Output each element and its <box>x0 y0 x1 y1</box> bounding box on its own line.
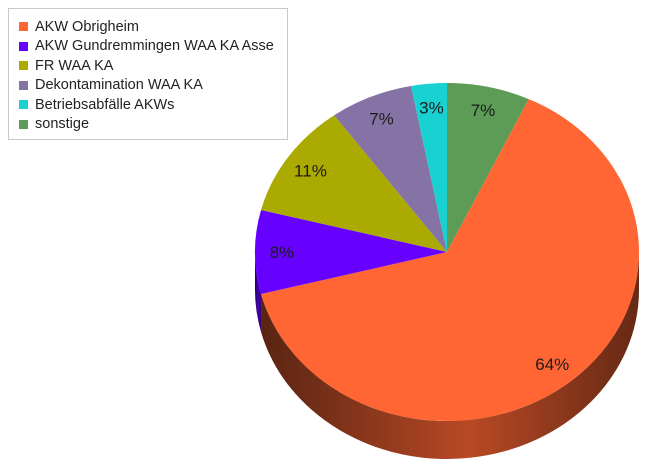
pie-label-layer: 7% 64% 8% 11% 7% 3% <box>270 98 570 374</box>
legend-item: sonstige <box>19 115 287 135</box>
pie-data-label: 64% <box>535 355 569 374</box>
legend-swatch <box>19 61 28 71</box>
pie-slice <box>261 115 447 253</box>
legend-label: Betriebsabfälle AKWs <box>35 96 175 113</box>
pie-slice-side <box>255 252 262 333</box>
legend-swatch <box>19 80 28 90</box>
legend-label: sonstige <box>35 116 90 133</box>
legend-swatch <box>19 119 28 129</box>
pie-top-layer <box>255 83 639 421</box>
pie-slice-side <box>261 252 639 459</box>
legend-item: AKW Obrigheim <box>19 17 287 37</box>
pie-data-label: 7% <box>471 101 496 120</box>
pie-data-label: 11% <box>294 161 327 180</box>
pie-slice <box>261 99 639 421</box>
legend-label: AKW Gundremmingen WAA KA Asse <box>35 38 274 55</box>
pie-data-label: 8% <box>270 243 295 262</box>
legend-swatch <box>19 100 28 110</box>
legend-label: FR WAA KA <box>35 57 114 74</box>
legend-label: AKW Obrigheim <box>35 18 139 35</box>
legend-item: AKW Gundremmingen WAA KA Asse <box>19 37 287 57</box>
pie-slice <box>411 83 447 252</box>
legend-item: Dekontamination WAA KA <box>19 76 287 96</box>
pie-slice <box>334 85 447 252</box>
legend-label: Dekontamination WAA KA <box>35 77 203 94</box>
pie-data-label: 7% <box>369 110 394 129</box>
pie-slice <box>255 209 447 295</box>
legend: AKW Obrigheim AKW Gundremmingen WAA KA A… <box>8 8 288 140</box>
legend-item: FR WAA KA <box>19 56 287 76</box>
pie-slice <box>447 83 529 252</box>
pie-data-label: 3% <box>419 98 444 117</box>
pie-depth-layer <box>255 252 639 459</box>
legend-item: Betriebsabfälle AKWs <box>19 95 287 115</box>
legend-swatch <box>19 22 28 32</box>
legend-swatch <box>19 41 28 51</box>
